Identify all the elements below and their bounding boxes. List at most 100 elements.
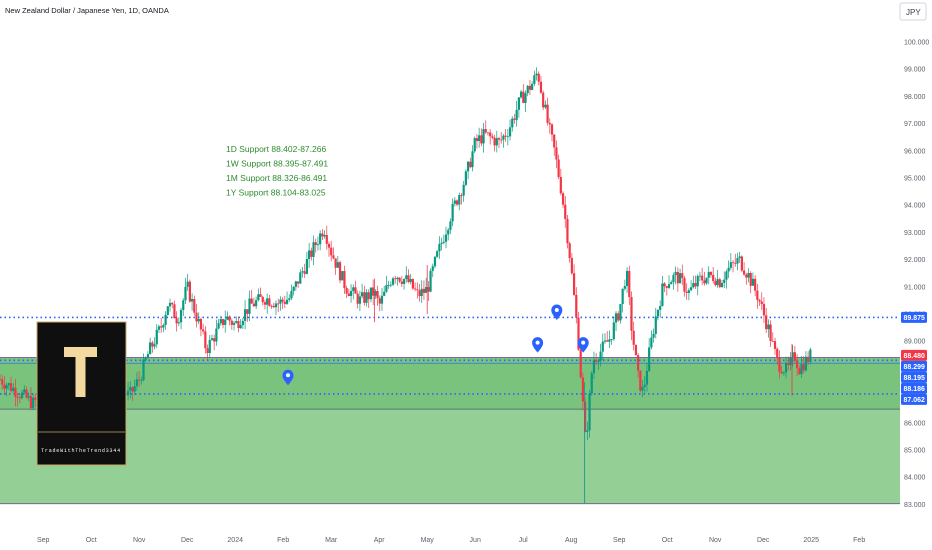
- map-pin-icon[interactable]: [532, 337, 544, 353]
- candle-body: [239, 325, 242, 329]
- candle-body: [186, 281, 189, 287]
- pin-shape: [577, 337, 589, 353]
- candle-body: [762, 304, 766, 316]
- currency-button[interactable]: JPY: [899, 2, 927, 21]
- candle-body: [731, 262, 735, 264]
- candle-body: [795, 360, 799, 369]
- candle: [731, 260, 735, 273]
- candle: [261, 295, 264, 306]
- candle-body: [301, 271, 304, 273]
- candle: [252, 297, 256, 307]
- candle: [469, 157, 472, 169]
- candle-body: [734, 262, 737, 264]
- candle-body: [332, 255, 335, 259]
- map-pin-icon[interactable]: [577, 337, 589, 353]
- price-badge-bg: [901, 349, 927, 361]
- candle: [151, 340, 154, 353]
- candle: [795, 354, 799, 377]
- candle: [301, 267, 304, 278]
- price-badge-bg: [901, 393, 927, 405]
- candle: [184, 277, 187, 304]
- candle-body: [650, 337, 653, 348]
- candle: [202, 323, 205, 335]
- candle: [171, 301, 174, 309]
- candle-body: [396, 277, 399, 280]
- y-tick-label: 93.000: [904, 230, 926, 237]
- candle: [449, 218, 452, 234]
- candle-body: [129, 387, 132, 391]
- y-tick-label: 84.000: [904, 475, 926, 482]
- candle: [628, 265, 631, 306]
- candle-body: [765, 315, 768, 330]
- candle: [407, 269, 410, 284]
- candle-body: [517, 97, 520, 110]
- candle: [14, 378, 17, 407]
- candle-body: [431, 266, 434, 271]
- candle-body: [151, 342, 154, 347]
- candle: [16, 392, 19, 407]
- candle: [656, 309, 660, 321]
- candle: [727, 260, 730, 279]
- candle-body: [319, 233, 322, 245]
- candle-body: [548, 122, 551, 125]
- candle-body: [597, 361, 600, 362]
- candle: [292, 285, 295, 296]
- candle: [367, 289, 370, 308]
- candle-body: [678, 273, 682, 284]
- candle: [414, 282, 417, 292]
- candle-body: [789, 357, 792, 366]
- candle: [277, 298, 280, 313]
- map-pin-icon[interactable]: [551, 304, 563, 321]
- candle: [734, 253, 737, 267]
- price-badge-label: 89.875: [904, 315, 926, 322]
- candle-body: [7, 383, 10, 386]
- candle-body: [687, 290, 690, 293]
- candle-body: [491, 136, 494, 138]
- candle-body: [385, 285, 388, 292]
- candle-body: [219, 319, 222, 324]
- candle-body: [338, 262, 342, 281]
- candle-body: [199, 319, 203, 330]
- candle: [398, 277, 401, 283]
- candle-body: [712, 275, 715, 281]
- candle-body: [12, 387, 15, 392]
- price-badge: 88.480: [901, 349, 927, 361]
- candle-body: [798, 368, 801, 375]
- candle-body: [623, 285, 626, 289]
- candle: [164, 311, 167, 330]
- candle: [519, 89, 523, 99]
- price-badge-label: 87.062: [904, 397, 926, 404]
- candle-body: [374, 291, 377, 296]
- candle: [632, 321, 635, 351]
- candle: [690, 280, 693, 292]
- candle-body: [533, 75, 536, 84]
- map-pin-icon[interactable]: [282, 369, 294, 386]
- candle-body: [568, 243, 571, 259]
- candle-body: [676, 271, 679, 284]
- candle-body: [369, 287, 373, 300]
- y-tick-label: 85.000: [904, 448, 926, 455]
- candle-body: [500, 139, 503, 141]
- candle: [597, 358, 600, 371]
- candle: [740, 255, 743, 273]
- candle-body: [451, 203, 454, 222]
- price-badge: 87.062: [901, 393, 927, 405]
- candle: [182, 298, 185, 316]
- candle: [305, 251, 309, 275]
- candle-body: [202, 329, 205, 332]
- candle: [385, 275, 388, 293]
- channel-logo: TradeWithTheTrend3344: [36, 321, 127, 466]
- candle: [789, 352, 792, 371]
- candle: [343, 265, 346, 294]
- candle: [575, 287, 578, 324]
- currency-label: JPY: [906, 8, 921, 17]
- candle-body: [484, 129, 487, 133]
- candle-body: [3, 384, 6, 389]
- y-tick-label: 91.000: [904, 284, 926, 291]
- price-badge-bg: [901, 382, 927, 394]
- candle-body: [427, 287, 430, 292]
- candle: [802, 356, 805, 374]
- candle-body: [343, 271, 346, 289]
- candle-body: [632, 330, 635, 345]
